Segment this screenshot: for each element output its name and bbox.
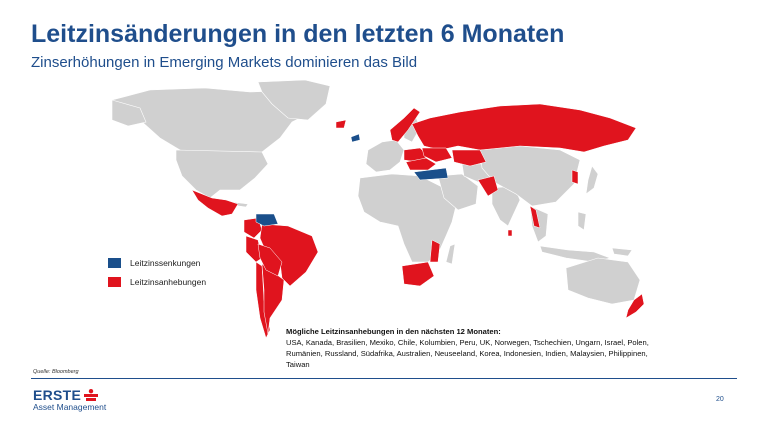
map-western-europe [365, 139, 405, 173]
map-russia [411, 103, 637, 153]
page-number: 20 [716, 396, 724, 403]
map-sri-lanka [507, 229, 513, 237]
map-iceland [350, 133, 361, 143]
map-argentina [261, 263, 285, 335]
footer-divider [31, 378, 737, 379]
map-scandinavia-norway [389, 107, 421, 143]
map-venezuela [255, 213, 279, 227]
notes-line-2: Rumänien, Russland, Südafrika, Australie… [286, 349, 648, 358]
slide-title: Leitzinsänderungen in den letzten 6 Mona… [31, 20, 565, 48]
map-mexico [191, 189, 239, 217]
logo-wordmark: ERSTE [33, 387, 82, 403]
map-turkey [413, 167, 449, 181]
map-middle-east [437, 173, 479, 211]
map-mozambique [429, 239, 441, 263]
erste-logo: ERSTE Asset Management [33, 387, 106, 412]
legend-swatch-cuts [108, 258, 121, 268]
map-bolivia-paraguay [257, 243, 283, 277]
map-hungary-romania [405, 157, 437, 171]
legend-item-cuts: Leitzinssenkungen [108, 255, 206, 271]
legend-label-hikes: Leitzinsanhebungen [130, 277, 207, 287]
logo-subline: Asset Management [33, 402, 107, 412]
legend-label-cuts: Leitzinssenkungen [130, 258, 201, 268]
map-south-africa [401, 261, 435, 287]
map-alaska [111, 99, 147, 127]
map-usa [175, 149, 269, 199]
notes-line-1: USA, Kanada, Brasilien, Mexiko, Chile, K… [286, 338, 649, 347]
map-vietnam [529, 205, 541, 229]
map-kazakhstan [451, 149, 487, 167]
map-new-zealand [625, 293, 645, 319]
map-png [611, 247, 633, 257]
outlook-notes: Mögliche Leitzinsanhebungen in den nächs… [286, 326, 736, 370]
map-greenland [257, 79, 331, 121]
notes-heading: Mögliche Leitzinsanhebungen in den nächs… [286, 327, 501, 336]
erste-emblem-icon [84, 389, 98, 401]
map-canada [111, 87, 323, 157]
slide-subtitle: Zinserhöhungen in Emerging Markets domin… [31, 54, 418, 71]
map-peru [245, 235, 263, 263]
map-philippines [577, 211, 587, 231]
legend-item-hikes: Leitzinsanhebungen [108, 274, 206, 290]
map-korea [571, 169, 579, 185]
map-legend: Leitzinssenkungen Leitzinsanhebungen [108, 255, 206, 293]
map-iceland-hike [335, 119, 347, 129]
legend-swatch-hikes [108, 277, 121, 287]
source-note: Quelle: Bloomberg [33, 369, 79, 375]
map-australia [565, 257, 641, 305]
notes-line-3: Taiwan [286, 360, 310, 369]
map-japan [585, 165, 599, 195]
map-madagascar [445, 243, 456, 265]
map-pakistan [477, 175, 499, 197]
map-ukraine [421, 147, 453, 163]
